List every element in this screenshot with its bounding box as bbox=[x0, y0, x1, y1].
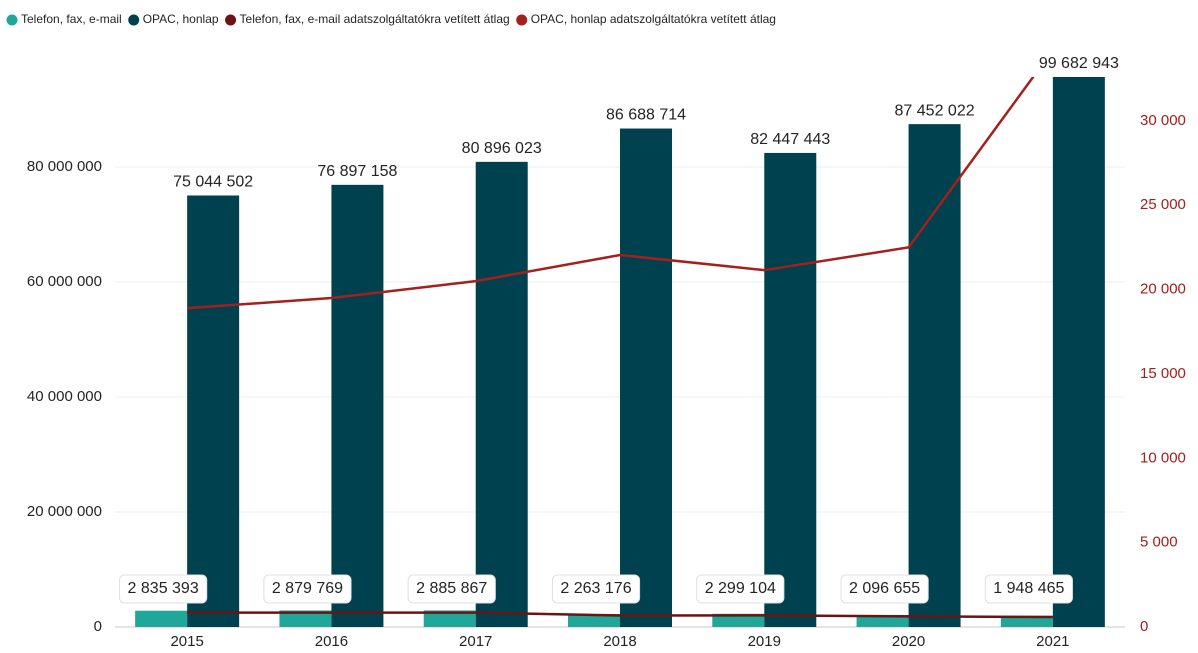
data-label: 76 897 158 bbox=[317, 163, 397, 180]
bar bbox=[475, 161, 528, 628]
data-label: 2 835 393 bbox=[128, 580, 199, 597]
x-tick-label: 2020 bbox=[892, 633, 925, 650]
y-tick-label: 20 000 000 bbox=[27, 503, 102, 520]
x-tick-label: 2017 bbox=[459, 633, 492, 650]
data-label-box bbox=[984, 574, 1073, 604]
line bbox=[187, 77, 1035, 310]
legend-marker bbox=[516, 14, 528, 26]
data-label-box bbox=[696, 574, 785, 604]
data-label-box bbox=[263, 574, 352, 604]
bar bbox=[279, 610, 332, 627]
legend-marker bbox=[128, 14, 140, 26]
y2-tick-label: 10 000 bbox=[1140, 449, 1186, 466]
value-labels: 2 835 393 75 044 502 2 879 769 76 897 158 2 … bbox=[119, 55, 1119, 604]
data-label: 2 096 655 bbox=[849, 580, 920, 597]
bar bbox=[908, 124, 961, 628]
y-tick-label: 60 000 000 bbox=[27, 273, 102, 290]
data-label-box bbox=[840, 574, 929, 604]
y2-tick-label: 20 000 bbox=[1140, 281, 1186, 298]
y2-tick-label: 30 000 bbox=[1140, 112, 1186, 129]
y-tick-label: 40 000 000 bbox=[27, 388, 102, 405]
data-label: 2 263 176 bbox=[560, 580, 631, 597]
bar bbox=[764, 152, 817, 627]
y-tick-label: 80 000 000 bbox=[27, 158, 102, 175]
x-tick-label: 2015 bbox=[170, 633, 203, 650]
data-label: 99 682 943 bbox=[1039, 55, 1119, 72]
line bbox=[187, 611, 1053, 619]
bar bbox=[712, 613, 765, 627]
y2-tick-label: 5 000 bbox=[1140, 534, 1178, 551]
bar bbox=[620, 128, 672, 627]
x-tick-label: 2019 bbox=[748, 633, 781, 650]
data-label: 2 879 769 bbox=[272, 580, 343, 597]
data-label: 80 896 023 bbox=[462, 140, 542, 157]
y2-tick-label: 25 000 bbox=[1140, 196, 1186, 213]
y2-tick-label: 15 000 bbox=[1140, 365, 1186, 382]
plot-area bbox=[135, 77, 1105, 628]
legend-marker bbox=[6, 14, 18, 26]
data-label: 86 688 714 bbox=[606, 107, 686, 124]
bar bbox=[856, 614, 909, 627]
data-label: 87 452 022 bbox=[895, 102, 975, 119]
data-label-box bbox=[551, 574, 641, 604]
data-label: 82 447 443 bbox=[750, 131, 830, 148]
data-label: 2 885 867 bbox=[416, 580, 487, 597]
bar bbox=[568, 613, 620, 627]
bar bbox=[423, 610, 476, 627]
bar bbox=[1052, 77, 1105, 627]
y-tick-label: 0 bbox=[94, 618, 102, 635]
legend-marker bbox=[225, 14, 237, 26]
data-label: 75 044 502 bbox=[173, 174, 253, 191]
legend-label: Telefon, fax, e-mail adatszolgáltatókra … bbox=[240, 12, 510, 26]
bar bbox=[187, 195, 240, 627]
legend-label: OPAC, honlap bbox=[143, 12, 219, 26]
data-label: 2 299 104 bbox=[705, 580, 776, 597]
x-tick-label: 2018 bbox=[603, 633, 636, 650]
data-label: 1 948 465 bbox=[993, 580, 1064, 597]
bar bbox=[1000, 615, 1053, 627]
bar bbox=[331, 184, 384, 627]
bar bbox=[135, 610, 188, 627]
y2-tick-label: 0 bbox=[1140, 618, 1148, 635]
legend-label: Telefon, fax, e-mail bbox=[21, 12, 122, 26]
x-tick-label: 2016 bbox=[315, 633, 348, 650]
legend-label: OPAC, honlap adatszolgáltatókra vetített… bbox=[531, 12, 776, 26]
data-label-box bbox=[407, 574, 496, 604]
data-label-box bbox=[119, 574, 208, 604]
x-tick-label: 2021 bbox=[1036, 633, 1069, 650]
